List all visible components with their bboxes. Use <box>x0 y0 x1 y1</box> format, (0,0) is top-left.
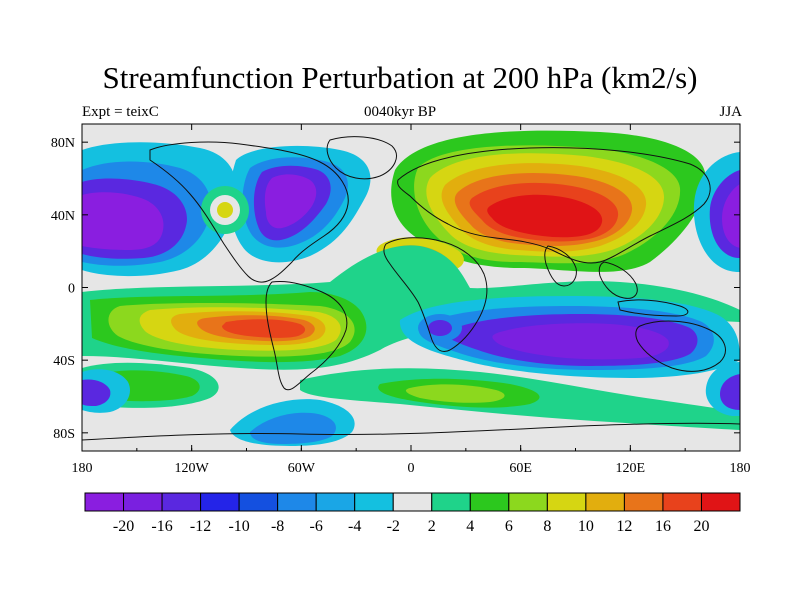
experiment-label: Expt = teixC <box>82 104 159 120</box>
ep-south-purple <box>720 374 740 410</box>
colorbar-swatch <box>546 492 587 512</box>
season-label: JJA <box>719 104 742 120</box>
y-tick-label: 40N <box>51 209 75 224</box>
coast-indonesia <box>617 299 689 317</box>
colorbar-swatch <box>84 492 125 512</box>
colorbar-swatch <box>161 492 202 512</box>
coastlines <box>82 136 740 441</box>
colorbar-swatch <box>431 492 471 512</box>
x-tick-label: 180 <box>72 461 93 476</box>
coast-australia <box>635 320 726 372</box>
x-tick-label: 60W <box>288 461 316 476</box>
sep-purple <box>82 379 111 406</box>
colorbar-label: 20 <box>693 518 709 535</box>
colorbar-label: -16 <box>151 518 172 535</box>
colorbar-swatch <box>354 492 394 512</box>
africa-negative-core <box>428 320 452 336</box>
colorbar-label: -10 <box>228 518 249 535</box>
coast-southeast-asia <box>598 261 638 299</box>
y-axis: 80N 40N 0 40S 80S <box>51 136 740 442</box>
antarctic-blue2 <box>250 412 336 444</box>
coast-india <box>544 245 577 287</box>
colorbar-label: -4 <box>348 518 361 535</box>
colorbar-swatch <box>315 492 356 512</box>
sa-red <box>222 319 306 338</box>
colorbar-swatch <box>469 492 510 512</box>
atlantic-ring-yellow <box>217 202 233 218</box>
colorbar-label: -12 <box>190 518 211 535</box>
y-tick-label: 80S <box>53 427 75 442</box>
colorbar-label: -6 <box>310 518 323 535</box>
time-label: 0040kyr BP <box>363 104 437 120</box>
y-tick-label: 0 <box>68 282 75 297</box>
coast-south-america <box>265 281 348 391</box>
x-axis: 180 120W 60W 0 60E 120E 180 <box>72 124 751 476</box>
colorbar-swatch <box>585 492 625 512</box>
so-yellowgreen <box>405 384 505 403</box>
y-tick-label: 80N <box>51 136 75 151</box>
colorbar-swatch <box>200 492 240 512</box>
colorbar-label: -2 <box>387 518 400 535</box>
coast-greenland <box>326 136 397 180</box>
y-tick-label: 40S <box>53 354 75 369</box>
colorbar-label: -20 <box>113 518 134 535</box>
colorbar-label: 8 <box>543 518 551 535</box>
map-title: Streamfunction Perturbation at 200 hPa (… <box>102 60 698 95</box>
sio-core <box>492 323 669 360</box>
x-tick-label: 180 <box>730 461 751 476</box>
coast-africa <box>383 237 488 353</box>
colorbar-label: 10 <box>578 518 594 535</box>
east-pacific-core <box>722 184 740 248</box>
x-tick-label: 0 <box>408 461 415 476</box>
colorbar-swatch <box>623 492 664 512</box>
colorbar-swatch <box>123 492 163 512</box>
colorbar-label: 12 <box>616 518 632 535</box>
colorbar-label: 4 <box>466 518 474 535</box>
x-tick-label: 60E <box>509 461 532 476</box>
colorbar-swatch <box>392 492 433 512</box>
colorbar-swatch <box>700 492 741 512</box>
colorbar-swatch <box>238 492 279 512</box>
colorbar-label: 2 <box>428 518 436 535</box>
colorbar-label: -8 <box>271 518 284 535</box>
west-pacific-core <box>82 192 164 250</box>
x-tick-label: 120W <box>175 461 210 476</box>
colorbar: -20 -16 -12 -10 -8 -6 -4 -2 2 4 6 8 10 12 16 20 <box>84 492 741 535</box>
colorbar-swatch <box>277 492 317 512</box>
x-tick-label: 120E <box>616 461 646 476</box>
coast-antarctica <box>82 422 740 441</box>
coast-eurasia <box>397 147 711 264</box>
coast-north-america <box>149 141 349 283</box>
nh-red-core <box>487 194 603 238</box>
colorbar-label: 6 <box>505 518 513 535</box>
contour-field <box>82 124 740 451</box>
na-core <box>264 174 317 229</box>
colorbar-swatch <box>662 492 702 512</box>
colorbar-label: 16 <box>655 518 671 535</box>
colorbar-swatch <box>508 492 548 512</box>
